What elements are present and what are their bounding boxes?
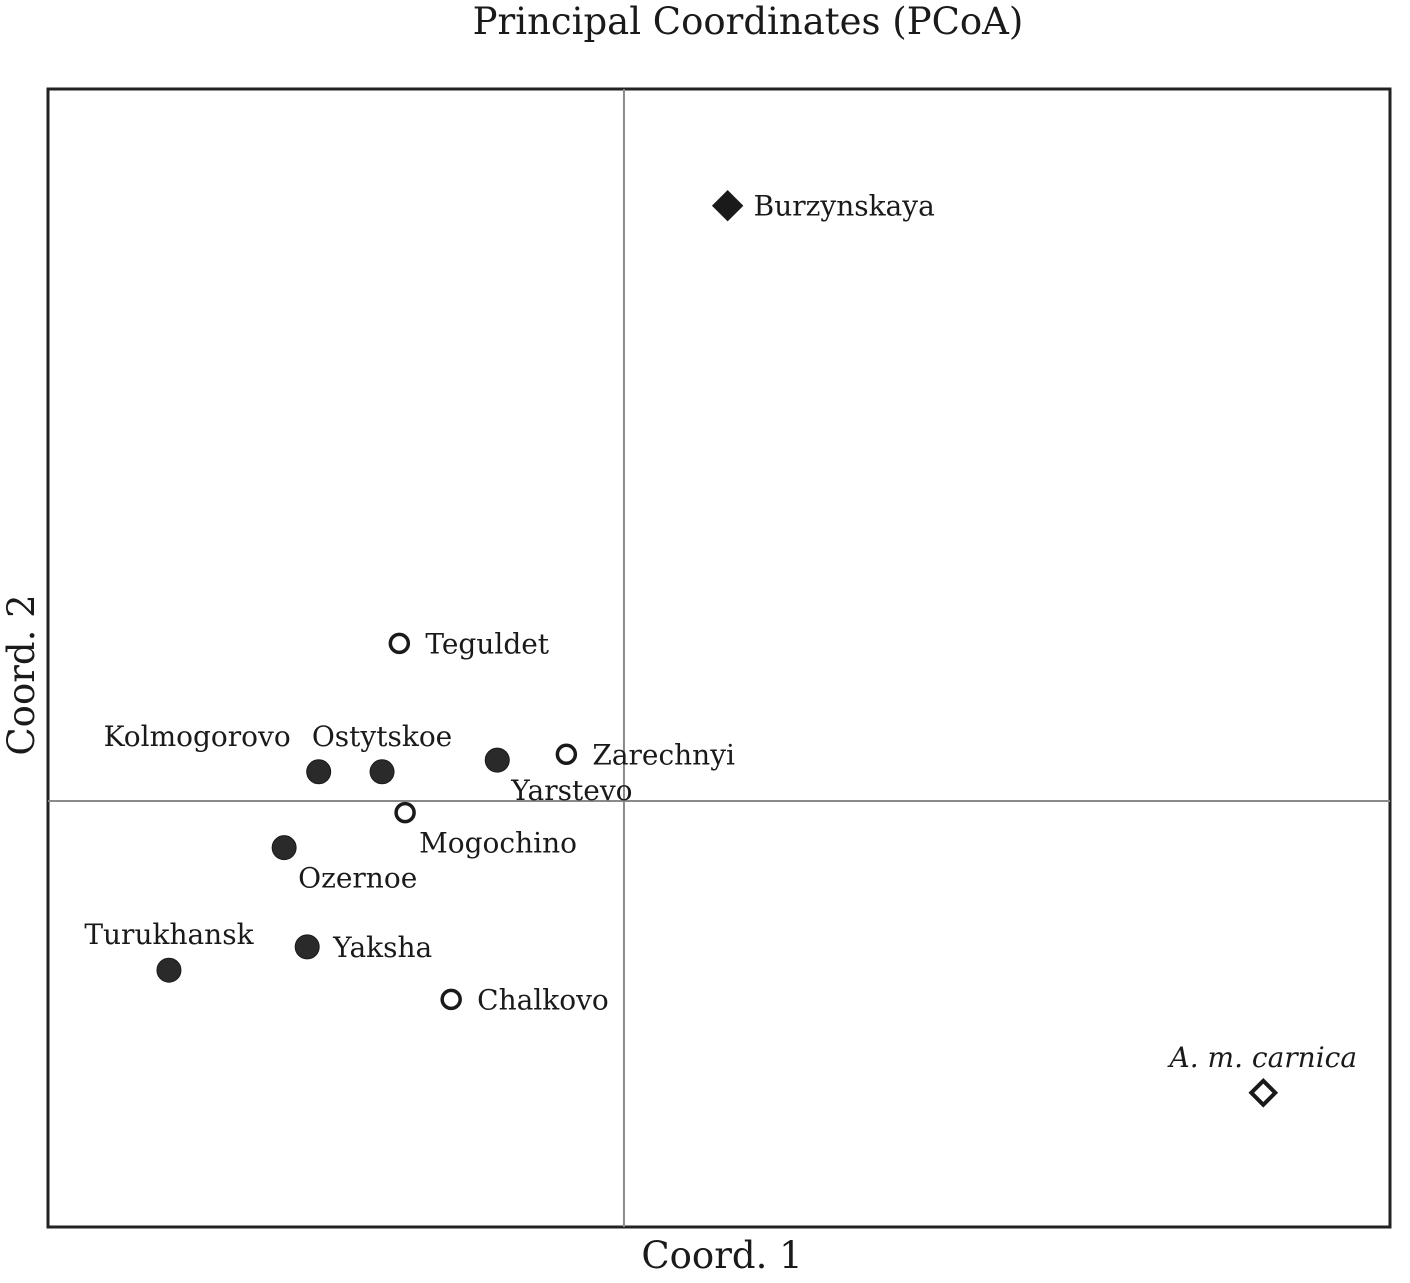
- point-label-ozernoe: Ozernoe: [298, 862, 417, 895]
- point-label-burzynskaya: Burzynskaya: [754, 190, 935, 223]
- point-label-a-m-carnica: A. m. carnica: [1167, 1041, 1358, 1074]
- data-points: Burzynskaya Teguldet Kolmogorovo Ostytskoe Y…: [84, 190, 1358, 1108]
- chart-title: Principal Coordinates (PCoA): [473, 0, 1024, 43]
- point-chalkovo: [440, 988, 462, 1011]
- x-axis-label: Coord. 1: [641, 1234, 802, 1277]
- point-teguldet: [388, 632, 411, 655]
- point-a-m-carnica: [1248, 1077, 1279, 1108]
- point-burzynskaya: [711, 190, 744, 222]
- point-label-turukhansk: Turukhansk: [84, 918, 254, 951]
- point-ostytskoe: [369, 759, 395, 785]
- point-zarechnyi: [555, 743, 578, 766]
- point-label-kolmogorovo: Kolmogorovo: [104, 720, 291, 753]
- point-label-mogochino: Mogochino: [419, 827, 577, 860]
- point-label-yaksha: Yaksha: [332, 931, 432, 964]
- point-label-yarstevo: Yarstevo: [510, 774, 632, 807]
- point-yaksha: [294, 934, 320, 960]
- point-ozernoe: [271, 835, 297, 861]
- point-turukhansk: [156, 957, 182, 983]
- point-kolmogorovo: [306, 759, 332, 785]
- point-mogochino: [394, 801, 416, 824]
- point-label-zarechnyi: Zarechnyi: [592, 738, 735, 771]
- point-label-teguldet: Teguldet: [425, 627, 549, 660]
- point-yarstevo: [484, 747, 510, 773]
- y-axis-label: Coord. 2: [0, 594, 43, 755]
- plot-frame: [46, 87, 1392, 1229]
- point-label-chalkovo: Chalkovo: [477, 983, 609, 1016]
- point-label-ostytskoe: Ostytskoe: [312, 720, 452, 753]
